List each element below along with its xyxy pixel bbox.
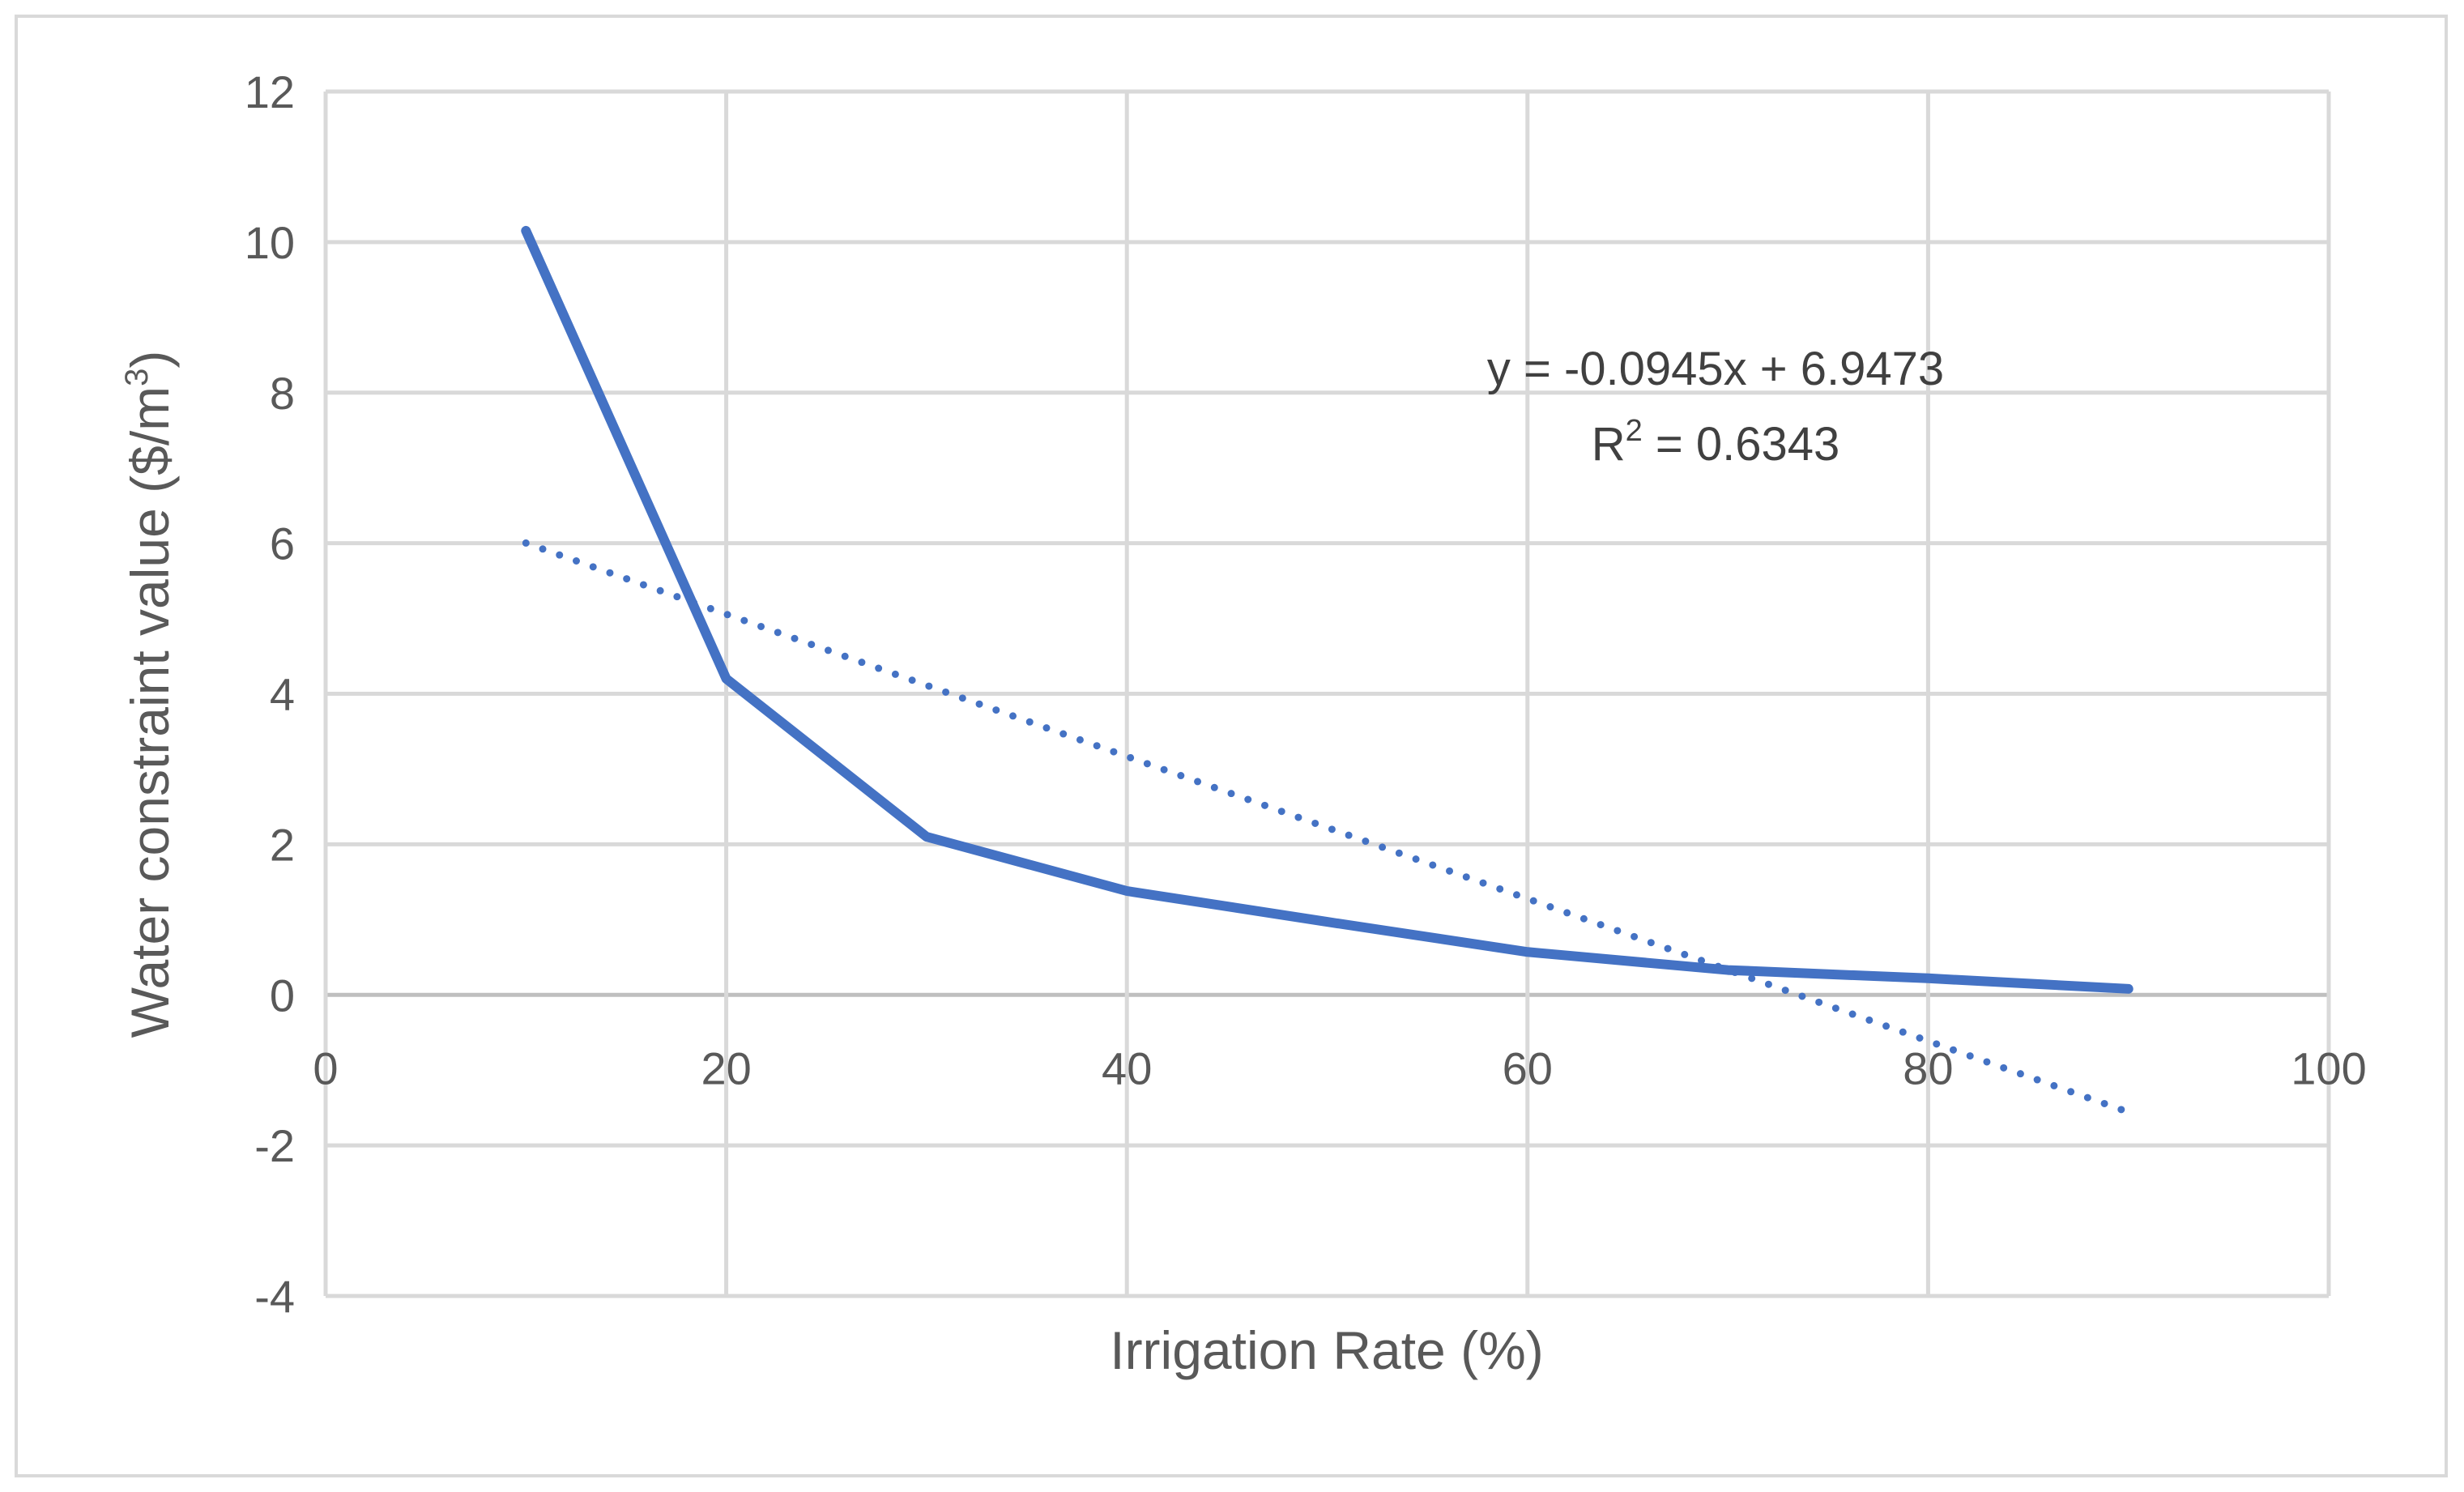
- x-tick-label: 40: [1102, 1042, 1152, 1093]
- y-axis-title: Water constraint value ($/m3): [119, 351, 180, 1038]
- y-tick-label: 8: [270, 368, 295, 419]
- y-tick-label: -2: [254, 1120, 295, 1171]
- y-tick-label: 0: [270, 970, 295, 1021]
- x-tick-label: 60: [1503, 1042, 1553, 1093]
- chart-border: [15, 15, 2448, 1477]
- trendline-r-squared: R2 = 0.6343: [1592, 414, 1840, 471]
- x-axis-title: Irrigation Rate (%): [1110, 1320, 1544, 1380]
- gridlines: [323, 89, 2331, 1298]
- data-marks: [521, 225, 2134, 1116]
- y-tick-label: 4: [270, 669, 295, 720]
- tick-labels: -4 -2 0 2 4 6 8 10 12 0 20 40 60 80 100: [245, 66, 2367, 1322]
- y-tick-label: 6: [270, 518, 295, 569]
- trendline-equation: y = -0.0945x + 6.9473: [1487, 343, 1944, 395]
- y-tick-label: 12: [245, 66, 295, 117]
- y-tick-label: 10: [245, 217, 295, 268]
- y-tick-label: 2: [270, 819, 295, 870]
- x-tick-label: 0: [313, 1042, 338, 1093]
- y-tick-label: -4: [254, 1271, 295, 1322]
- x-tick-label: 20: [701, 1042, 751, 1093]
- trendline: [522, 539, 2133, 1116]
- x-tick-label: 80: [1903, 1042, 1953, 1093]
- x-tick-label: 100: [2291, 1042, 2366, 1093]
